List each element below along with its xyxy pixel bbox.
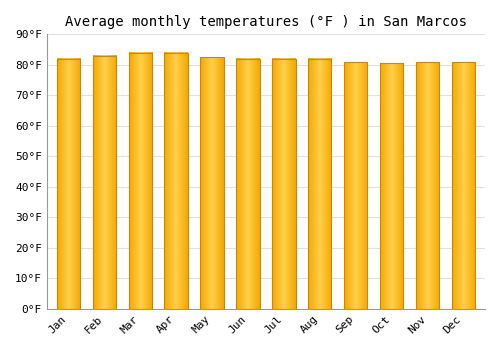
Bar [56,59,80,309]
Bar [236,59,260,309]
Bar [344,62,368,309]
Bar [92,56,116,309]
Bar [164,52,188,309]
Bar [380,63,404,309]
Bar [128,52,152,309]
Bar [308,59,332,309]
Title: Average monthly temperatures (°F ) in San Marcos: Average monthly temperatures (°F ) in Sa… [65,15,467,29]
Bar [272,59,295,309]
Bar [416,62,439,309]
Bar [200,57,224,309]
Bar [452,62,475,309]
